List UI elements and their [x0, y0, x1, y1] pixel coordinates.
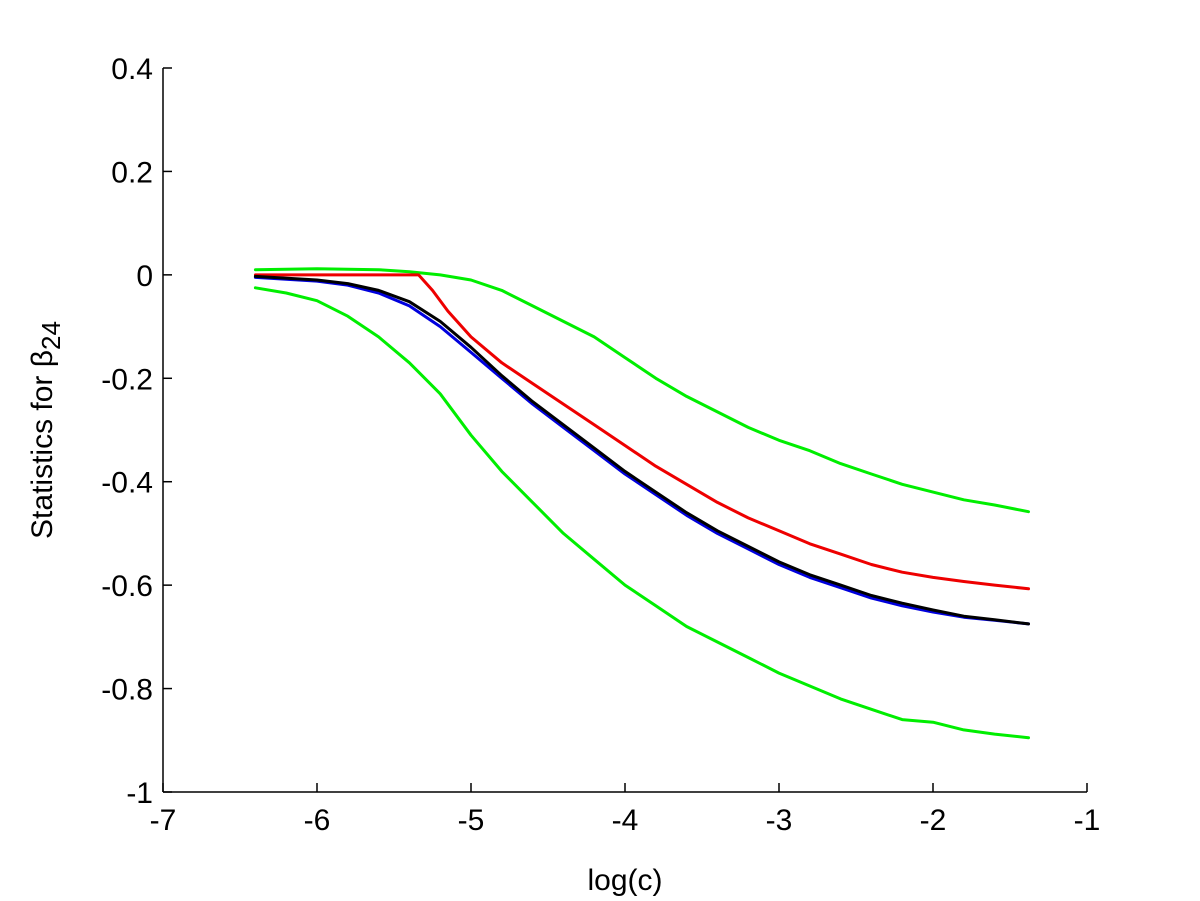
y-tick-label: -0.2: [101, 363, 153, 396]
y-axis-ticks: -1 -0.8 -0.6 -0.4 -0.2 0 0.2 0.4: [101, 53, 172, 810]
x-axis-label: log(c): [587, 864, 662, 897]
series-line-4: [253, 275, 1030, 626]
x-tick-label: -3: [766, 804, 793, 837]
plot-area: -7 -6 -5 -4 -3 -2 -1 -1 -0.8 -0.6 -0.4 -0.2 0 0.2 0.4: [101, 53, 1100, 837]
x-tick-label: -2: [920, 804, 947, 837]
y-tick-label: 0.2: [111, 156, 153, 189]
x-axis-ticks: -7 -6 -5 -4 -3 -2 -1: [150, 783, 1101, 837]
x-tick-label: -6: [304, 804, 331, 837]
y-tick-label: 0.4: [111, 53, 153, 86]
y-tick-label: -0.6: [101, 570, 153, 603]
y-axis-label-subscript: 24: [36, 321, 66, 350]
series-line-3: [253, 273, 1030, 591]
y-tick-label: 0: [136, 260, 153, 293]
x-tick-label: -1: [1074, 804, 1101, 837]
series-line-1: [253, 267, 1030, 514]
x-tick-label: -7: [150, 804, 177, 837]
y-tick-label: -1: [126, 777, 153, 810]
y-axis-label-symbol: β: [26, 350, 59, 367]
series-layer: [253, 267, 1030, 740]
series-line-2: [253, 286, 1030, 740]
y-axis-label: Statistics for β24: [26, 321, 66, 539]
y-axis-label-prefix: Statistics for: [26, 367, 59, 539]
x-tick-label: -4: [612, 804, 639, 837]
y-tick-label: -0.4: [101, 467, 153, 500]
y-tick-label: -0.8: [101, 674, 153, 707]
x-tick-label: -5: [458, 804, 485, 837]
series-line-5: [253, 274, 1030, 626]
